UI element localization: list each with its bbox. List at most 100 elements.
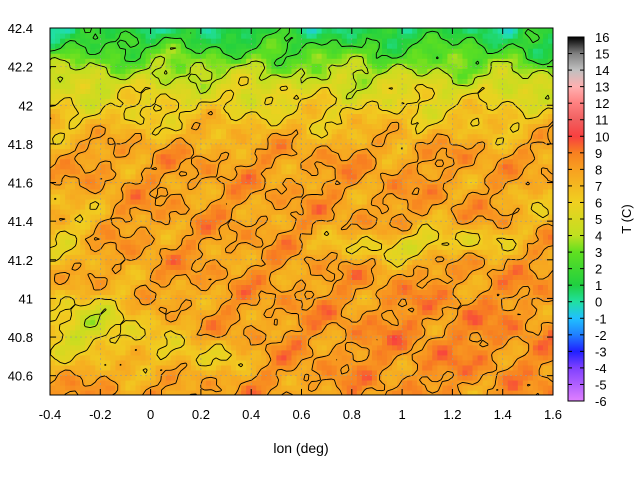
field-cell [256, 349, 262, 356]
field-cell [517, 214, 524, 220]
field-cell [346, 389, 353, 395]
field-cell [261, 203, 267, 210]
field-cell [487, 384, 494, 391]
field-cell [125, 349, 132, 356]
field-cell [447, 269, 453, 275]
field-cell [180, 354, 187, 361]
field-cell [397, 334, 403, 341]
field-cell [160, 309, 167, 316]
field-cell [387, 284, 393, 291]
field-cell [160, 339, 167, 346]
field-cell [351, 224, 358, 230]
field-cell [70, 334, 76, 341]
field-cell [221, 334, 227, 341]
field-cell [392, 229, 398, 235]
field-cell [175, 354, 182, 361]
field-cell [90, 259, 96, 265]
field-cell [100, 168, 106, 175]
field-cell [231, 178, 237, 185]
field-cell [291, 148, 298, 155]
field-cell [55, 259, 61, 265]
field-cell [331, 279, 338, 285]
field-cell [472, 153, 479, 160]
field-cell [266, 168, 272, 175]
field-cell [85, 374, 91, 381]
field-cell [412, 234, 418, 240]
field-cell [371, 143, 378, 150]
field-cell [160, 329, 167, 336]
field-cell [442, 153, 448, 160]
field-cell [281, 203, 288, 210]
field-cell [331, 304, 338, 311]
field-cell [517, 344, 524, 351]
field-cell [422, 168, 428, 175]
field-cell [215, 344, 222, 351]
field-cell [185, 203, 192, 210]
field-cell [381, 319, 388, 326]
field-cell [236, 229, 242, 235]
field-cell [296, 304, 303, 311]
field-cell [397, 224, 403, 230]
field-cell [527, 224, 534, 230]
field-cell [512, 334, 519, 341]
field-cell [472, 198, 479, 205]
field-cell [291, 384, 298, 391]
field-cell [482, 249, 489, 255]
field-cell [215, 234, 222, 240]
field-cell [155, 369, 162, 376]
field-cell [296, 324, 303, 331]
field-cell [492, 314, 499, 321]
field-cell [447, 259, 453, 265]
field-cell [90, 334, 96, 341]
field-cell [512, 364, 519, 371]
field-cell [512, 143, 519, 150]
field-cell [200, 173, 207, 180]
field-cell [105, 254, 111, 260]
field-cell [286, 173, 293, 180]
field-cell [351, 324, 358, 331]
field-cell [442, 229, 448, 235]
field-cell [437, 289, 443, 296]
field-cell [356, 284, 363, 291]
field-cell [205, 359, 212, 366]
field-cell [341, 168, 348, 175]
field-cell [417, 153, 423, 160]
field-cell [195, 208, 202, 215]
field-cell [251, 249, 257, 255]
field-cell [497, 319, 504, 326]
field-cell [522, 249, 529, 255]
field-cell [412, 354, 418, 361]
field-cell [125, 198, 132, 205]
field-cell [226, 369, 232, 376]
field-cell [120, 219, 127, 225]
field-cell [412, 374, 418, 381]
field-cell [432, 224, 438, 230]
field-cell [417, 384, 423, 391]
field-cell [150, 339, 157, 346]
field-cell [226, 384, 232, 391]
field-cell [100, 148, 106, 155]
field-cell [452, 224, 459, 230]
field-cell [236, 153, 242, 160]
field-cell [221, 158, 227, 165]
field-cell [215, 188, 222, 195]
field-cell [427, 173, 433, 180]
field-cell [120, 239, 127, 245]
field-cell [210, 234, 217, 240]
field-cell [190, 249, 197, 255]
field-cell [437, 229, 443, 235]
field-cell [376, 203, 383, 210]
field-cell [85, 339, 91, 346]
field-cell [482, 153, 489, 160]
field-cell [452, 254, 459, 260]
field-cell [100, 329, 106, 336]
field-cell [130, 168, 137, 175]
field-cell [472, 339, 479, 346]
field-cell [522, 153, 529, 160]
field-cell [507, 178, 514, 185]
field-cell [472, 379, 479, 386]
field-cell [447, 319, 453, 326]
field-cell [145, 329, 152, 336]
field-cell [155, 148, 162, 155]
field-cell [306, 369, 313, 376]
